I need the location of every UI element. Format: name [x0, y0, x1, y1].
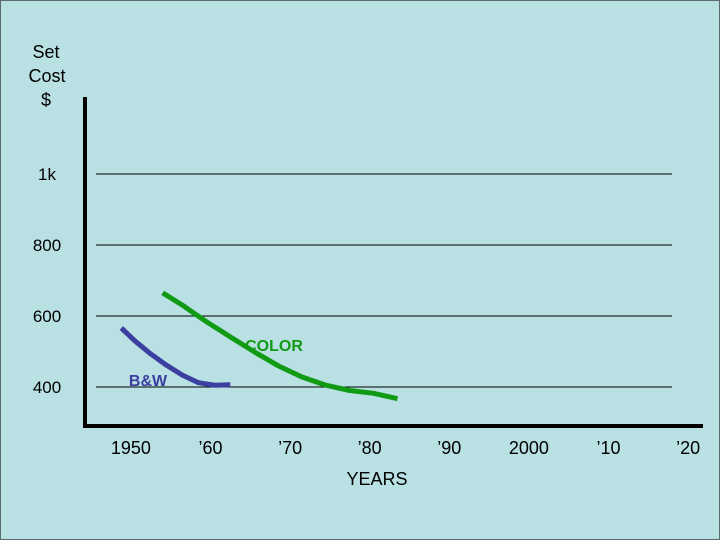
y-tick-label: 800: [33, 236, 61, 255]
x-tick-label: ’90: [437, 438, 461, 458]
x-axis-title: YEARS: [346, 469, 407, 489]
y-tick-label: 600: [33, 307, 61, 326]
x-tick-label: 1950: [111, 438, 151, 458]
series-layer: B&W COLOR: [119, 290, 399, 402]
y-axis-title: Set Cost $: [28, 42, 65, 110]
y-tick-label: 1k: [38, 165, 56, 184]
y-tick-label: 400: [33, 378, 61, 397]
gridlines: [96, 173, 672, 388]
y-axis-title-line-dollar: $: [41, 90, 51, 110]
x-tick-label: ’60: [198, 438, 222, 458]
series-label-color: COLOR: [245, 338, 303, 355]
series-label-bw: B&W: [129, 373, 168, 390]
y-tick-labels: 400 600 800 1k: [33, 165, 61, 397]
x-tick-label: ’70: [278, 438, 302, 458]
x-tick-label: ’80: [358, 438, 382, 458]
series-line-bw: [119, 326, 231, 388]
series-line-color: [161, 290, 399, 402]
x-tick-label: 2000: [509, 438, 549, 458]
x-tick-label: ’20: [676, 438, 700, 458]
y-axis-title-line-cost: Cost: [28, 66, 65, 86]
x-tick-label: ’10: [597, 438, 621, 458]
y-axis-title-line-set: Set: [32, 42, 59, 62]
x-tick-labels: 1950 ’60 ’70 ’80 ’90 2000 ’10 ’20: [111, 438, 700, 458]
